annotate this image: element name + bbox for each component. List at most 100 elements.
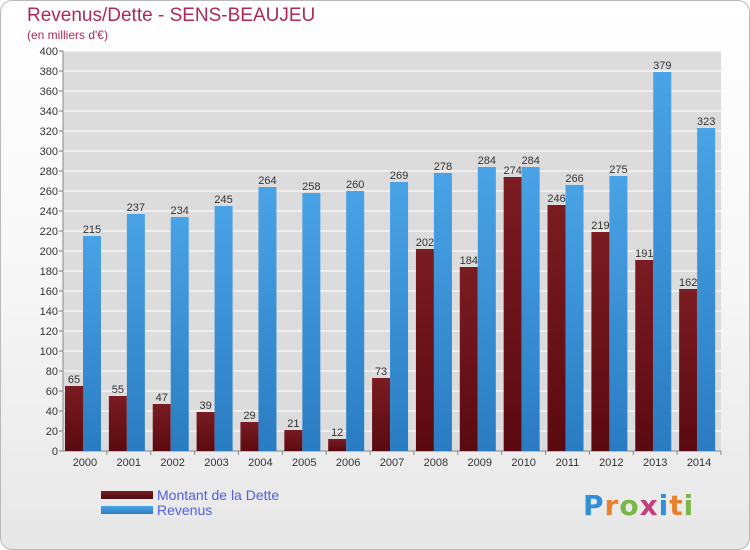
bar-dette bbox=[240, 422, 259, 451]
data-label-revenus: 260 bbox=[346, 179, 364, 191]
chart-title: Revenus/Dette - SENS-BEAUJEU bbox=[27, 5, 316, 26]
bar-revenus bbox=[565, 185, 584, 451]
legend-swatch-revenus bbox=[101, 506, 153, 514]
x-tick-label: 2003 bbox=[204, 457, 228, 469]
x-tick-label: 2010 bbox=[511, 457, 535, 469]
data-label-dette: 21 bbox=[287, 418, 299, 430]
data-label-revenus: 284 bbox=[521, 155, 539, 167]
logo-letter: x bbox=[639, 489, 659, 522]
bar-dette bbox=[415, 249, 434, 451]
data-label-revenus: 284 bbox=[478, 155, 496, 167]
logo-letter: P bbox=[583, 489, 605, 522]
y-tick-label: 120 bbox=[40, 326, 58, 338]
bar-revenus bbox=[697, 128, 716, 451]
bar-revenus bbox=[477, 167, 496, 451]
x-tick-label: 2000 bbox=[73, 457, 97, 469]
bar-dette bbox=[196, 412, 215, 451]
bar-dette bbox=[108, 396, 127, 451]
y-tick-label: 260 bbox=[40, 186, 58, 198]
bar-dette bbox=[328, 439, 347, 451]
logo-letter: r bbox=[604, 489, 620, 522]
bar-revenus bbox=[258, 187, 277, 451]
x-tick-label: 2005 bbox=[292, 457, 316, 469]
legend-label-dette: Montant de la Dette bbox=[157, 487, 280, 503]
y-tick-label: 280 bbox=[40, 166, 58, 178]
data-label-dette: 29 bbox=[243, 410, 255, 422]
y-tick-label: 360 bbox=[40, 86, 58, 98]
y-tick-label: 400 bbox=[40, 46, 58, 58]
bar-revenus bbox=[390, 182, 409, 451]
data-label-dette: 47 bbox=[156, 392, 168, 404]
y-tick-label: 220 bbox=[40, 226, 58, 238]
bar-dette bbox=[591, 232, 610, 451]
data-label-revenus: 237 bbox=[127, 202, 145, 214]
data-label-dette: 39 bbox=[199, 400, 211, 412]
y-tick-label: 20 bbox=[46, 426, 58, 438]
proxiti-logo: Proxiti bbox=[583, 489, 694, 522]
bar-revenus bbox=[653, 72, 672, 451]
x-tick-label: 2013 bbox=[643, 457, 667, 469]
x-tick-label: 2014 bbox=[687, 457, 711, 469]
bar-revenus bbox=[126, 214, 145, 451]
data-label-dette: 184 bbox=[460, 255, 478, 267]
data-label-revenus: 215 bbox=[83, 224, 101, 236]
logo-letter: i bbox=[683, 489, 695, 522]
bar-dette bbox=[372, 378, 391, 451]
data-label-revenus: 266 bbox=[565, 173, 583, 185]
data-label-dette: 12 bbox=[331, 427, 343, 439]
y-tick-label: 340 bbox=[40, 106, 58, 118]
bar-revenus bbox=[170, 217, 189, 451]
data-label-dette: 73 bbox=[375, 366, 387, 378]
bar-revenus bbox=[214, 206, 233, 451]
data-label-revenus: 245 bbox=[214, 194, 232, 206]
chart-subtitle: (en milliers d'€) bbox=[27, 28, 108, 42]
y-tick-label: 300 bbox=[40, 146, 58, 158]
x-tick-label: 2011 bbox=[556, 457, 580, 469]
y-tick-label: 80 bbox=[46, 366, 58, 378]
bar-revenus bbox=[433, 173, 452, 451]
data-label-dette: 219 bbox=[591, 220, 609, 232]
data-label-dette: 246 bbox=[547, 193, 565, 205]
y-tick-label: 240 bbox=[40, 206, 58, 218]
x-tick-label: 2008 bbox=[424, 457, 448, 469]
bar-revenus bbox=[521, 167, 540, 451]
data-label-dette: 274 bbox=[503, 165, 521, 177]
logo-letter: o bbox=[619, 489, 640, 522]
y-tick-label: 140 bbox=[40, 306, 58, 318]
bar-dette bbox=[547, 205, 566, 451]
bar-revenus bbox=[83, 236, 101, 451]
x-tick-label: 2002 bbox=[160, 457, 184, 469]
y-tick-label: 100 bbox=[40, 346, 58, 358]
bar-revenus bbox=[302, 193, 321, 451]
data-label-revenus: 278 bbox=[434, 161, 452, 173]
data-label-revenus: 379 bbox=[653, 60, 671, 72]
x-tick-label: 2004 bbox=[248, 457, 272, 469]
data-label-revenus: 275 bbox=[609, 164, 627, 176]
y-tick-label: 0 bbox=[52, 446, 58, 458]
data-label-revenus: 258 bbox=[302, 181, 320, 193]
bar-dette bbox=[679, 289, 698, 451]
x-tick-label: 2009 bbox=[467, 457, 491, 469]
bar-dette bbox=[152, 404, 171, 451]
x-tick-label: 2007 bbox=[380, 457, 404, 469]
legend-swatch-dette bbox=[101, 491, 153, 499]
legend-label-revenus: Revenus bbox=[157, 502, 213, 518]
y-tick-label: 60 bbox=[46, 386, 58, 398]
data-label-dette: 162 bbox=[679, 277, 697, 289]
bar-dette bbox=[459, 267, 478, 451]
logo-letter: t bbox=[669, 489, 684, 522]
data-label-dette: 191 bbox=[635, 248, 653, 260]
data-label-revenus: 269 bbox=[390, 170, 408, 182]
y-tick-label: 160 bbox=[40, 286, 58, 298]
data-label-revenus: 323 bbox=[697, 116, 715, 128]
y-tick-label: 200 bbox=[40, 246, 58, 258]
x-tick-label: 2006 bbox=[336, 457, 360, 469]
data-label-dette: 65 bbox=[68, 374, 80, 386]
x-tick-label: 2012 bbox=[599, 457, 623, 469]
data-label-dette: 55 bbox=[112, 384, 124, 396]
bar-revenus bbox=[346, 191, 365, 451]
x-tick-label: 2001 bbox=[117, 457, 141, 469]
y-tick-label: 40 bbox=[46, 406, 58, 418]
